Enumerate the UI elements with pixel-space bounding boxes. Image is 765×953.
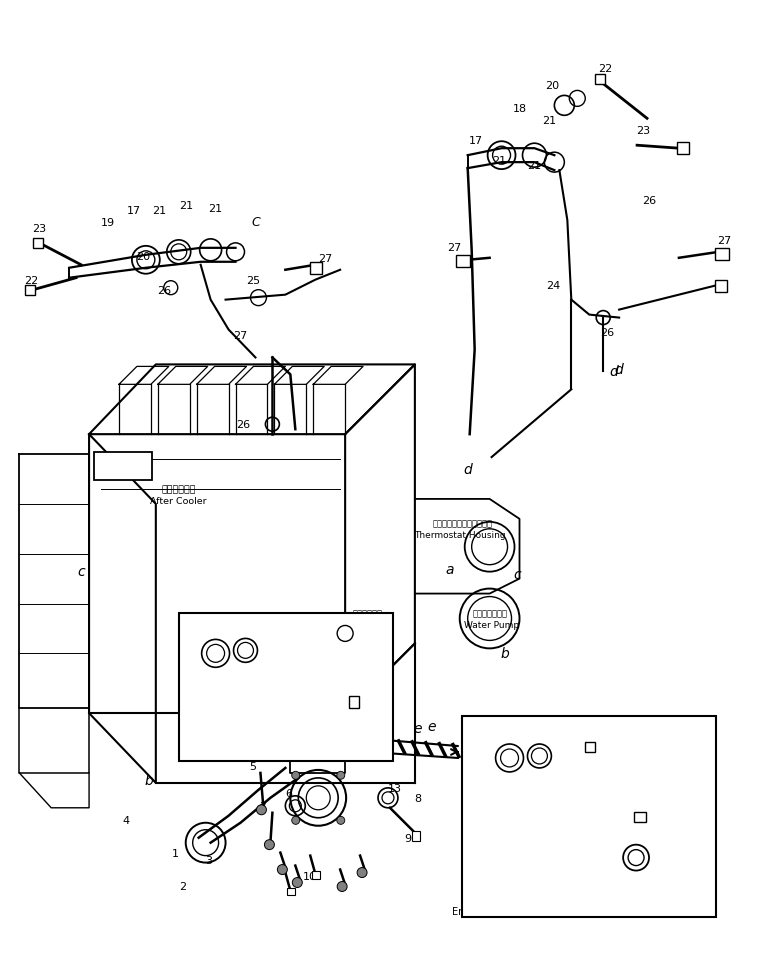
Text: 24: 24 (546, 280, 561, 291)
Text: b: b (145, 773, 153, 787)
Text: ウォータポンプ: ウォータポンプ (472, 608, 507, 618)
Text: 14: 14 (647, 801, 661, 811)
Text: 適用彯機: 適用彯機 (481, 895, 504, 904)
Text: オイルクーラ: オイルクーラ (353, 608, 383, 618)
Circle shape (256, 805, 266, 815)
Text: d: d (464, 462, 472, 476)
Text: c: c (77, 564, 85, 578)
Text: b: b (500, 647, 509, 660)
Text: アフタクーラ: アフタクーラ (161, 485, 196, 494)
Text: 19: 19 (101, 217, 115, 228)
Text: 20: 20 (136, 252, 150, 261)
Text: 26: 26 (157, 285, 171, 295)
Bar (595, 75, 605, 86)
Text: 15: 15 (503, 731, 516, 741)
Text: 21: 21 (527, 161, 542, 171)
Text: Engine No. 10997~: Engine No. 10997~ (452, 906, 547, 917)
Bar (715, 280, 727, 293)
Bar (456, 255, 470, 268)
Text: 7: 7 (259, 801, 266, 811)
Text: 1: 1 (172, 848, 179, 858)
Bar (585, 742, 595, 752)
Text: 10: 10 (303, 871, 317, 881)
Circle shape (278, 864, 288, 875)
Text: 11: 11 (647, 833, 661, 842)
Text: Oil Cooler: Oil Cooler (348, 620, 392, 629)
Text: 3: 3 (205, 855, 212, 864)
Bar (312, 871, 321, 879)
Bar (349, 697, 359, 708)
Text: 18: 18 (513, 104, 526, 114)
Text: 26: 26 (642, 195, 656, 206)
Circle shape (337, 817, 345, 824)
Circle shape (337, 882, 347, 892)
Text: C: C (251, 216, 260, 229)
Text: 25: 25 (246, 275, 261, 285)
Bar (25, 285, 35, 295)
Text: 14: 14 (355, 641, 369, 652)
Text: 21: 21 (542, 116, 556, 126)
Text: 6: 6 (285, 788, 291, 798)
Circle shape (292, 878, 302, 887)
Text: a: a (201, 619, 210, 634)
Bar (462, 717, 716, 918)
Text: 16: 16 (341, 618, 355, 629)
Text: サーモスタットハウジング: サーモスタットハウジング (433, 518, 493, 528)
Text: e: e (428, 720, 436, 733)
Circle shape (337, 772, 345, 780)
Text: 23: 23 (636, 126, 650, 136)
Text: Water Pump: Water Pump (464, 620, 519, 629)
Bar (33, 238, 44, 249)
Circle shape (265, 840, 275, 850)
Bar (412, 831, 420, 841)
Text: 16: 16 (565, 731, 578, 741)
Text: FWD: FWD (109, 460, 138, 473)
Text: 12: 12 (532, 731, 546, 741)
Text: 8: 8 (415, 793, 422, 803)
Text: 27: 27 (448, 243, 462, 253)
Text: d: d (615, 363, 623, 377)
Text: 26: 26 (236, 419, 251, 430)
Text: 22: 22 (24, 275, 38, 285)
Text: 27: 27 (318, 253, 332, 264)
Text: 22: 22 (598, 65, 612, 74)
Bar (311, 262, 322, 274)
Text: 27: 27 (233, 330, 248, 340)
Text: After Cooler: After Cooler (151, 497, 207, 506)
Bar (715, 249, 729, 260)
Text: 5: 5 (249, 761, 256, 771)
Text: 21: 21 (209, 204, 223, 213)
Bar (677, 143, 689, 155)
Text: 23: 23 (32, 224, 47, 233)
Text: 20: 20 (545, 81, 559, 91)
Text: Thermostat Housing: Thermostat Housing (414, 531, 506, 539)
Text: d: d (610, 365, 619, 379)
Text: 9: 9 (405, 833, 412, 842)
Circle shape (291, 817, 300, 824)
Text: e: e (414, 721, 422, 736)
Text: 2: 2 (179, 881, 187, 890)
Text: 27: 27 (717, 235, 731, 246)
Circle shape (357, 867, 367, 878)
Text: 21: 21 (179, 201, 193, 211)
Text: a: a (475, 740, 484, 753)
Text: 11: 11 (283, 708, 298, 719)
Text: 17: 17 (469, 136, 483, 146)
Text: c: c (513, 567, 521, 581)
Text: 26: 26 (600, 327, 614, 337)
Text: 4: 4 (122, 815, 129, 825)
Text: a: a (445, 562, 454, 576)
Text: 15: 15 (212, 624, 226, 634)
Text: 21: 21 (493, 156, 506, 166)
Bar (288, 887, 295, 896)
Text: 21: 21 (151, 206, 166, 215)
Bar (634, 812, 646, 821)
Bar (179, 614, 393, 761)
Bar (94, 453, 151, 480)
Text: 13: 13 (388, 783, 402, 793)
Text: 17: 17 (127, 206, 141, 215)
Circle shape (291, 772, 300, 780)
